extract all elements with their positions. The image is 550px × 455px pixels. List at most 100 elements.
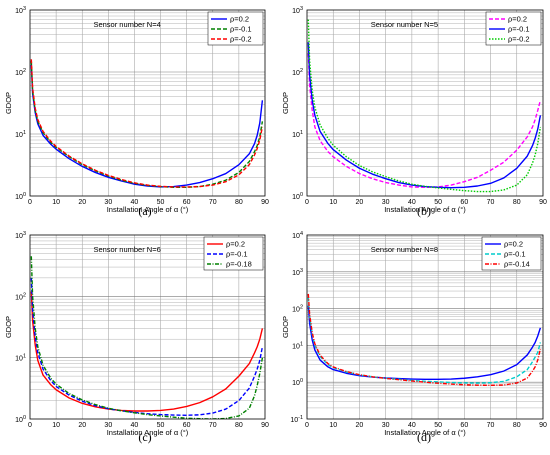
sensor-number-annotation: Sensor number N=5 <box>371 20 438 29</box>
x-tick-label: 70 <box>487 199 495 206</box>
x-tick-label: 60 <box>460 199 468 206</box>
y-tick-label: 102 <box>292 305 303 314</box>
x-tick-label: 80 <box>235 199 243 206</box>
x-tick-label: 10 <box>52 422 60 429</box>
sensor-number-annotation: Sensor number N=4 <box>93 20 160 29</box>
x-tick-label: 30 <box>104 199 112 206</box>
x-axis-label: Installation Angle of α (°) <box>107 205 189 214</box>
x-tick-label: 60 <box>183 422 191 429</box>
legend-label: ρ=0.2 <box>230 15 249 24</box>
x-tick-label: 40 <box>131 422 139 429</box>
series-group <box>30 256 264 419</box>
y-tick-label: 10-1 <box>290 415 303 424</box>
y-tick-label: 103 <box>15 6 26 15</box>
x-tick-label: 40 <box>131 199 139 206</box>
x-tick-label: 0 <box>305 199 309 206</box>
legend-label: ρ=0.2 <box>504 240 523 249</box>
series-line-3 <box>307 19 542 193</box>
legend-label: ρ=-0.1 <box>504 250 526 259</box>
x-tick-label: 60 <box>460 422 468 429</box>
y-tick-label: 101 <box>15 130 26 139</box>
y-tick-label: 101 <box>15 354 26 363</box>
y-tick-label: 100 <box>292 192 303 201</box>
legend-label: ρ=-0.2 <box>508 35 530 44</box>
y-axis-label: GDOP <box>4 92 13 114</box>
y-axis-label: GDOP <box>281 316 290 338</box>
y-tick-label: 102 <box>292 68 303 77</box>
series-group <box>30 59 264 189</box>
legend: ρ=0.2ρ=-0.1ρ=-0.2 <box>207 11 264 46</box>
legend: ρ=0.2ρ=-0.1ρ=-0.2 <box>485 11 542 46</box>
x-tick-label: 30 <box>104 422 112 429</box>
x-tick-label: 90 <box>539 199 547 206</box>
chart-panel-4: 0 10 20 30 40 50 60 70 80 90 10-1 100 101 102 103 104 In… <box>281 231 547 444</box>
x-tick-label: 0 <box>28 199 32 206</box>
series-line-1 <box>30 64 264 188</box>
y-tick-label: 104 <box>292 231 303 240</box>
x-tick-label: 10 <box>329 199 337 206</box>
x-tick-label: 20 <box>356 199 364 206</box>
plot-frame <box>306 9 544 197</box>
legend-label: ρ=-0.1 <box>508 25 530 34</box>
legend-label: ρ=-0.14 <box>504 260 530 269</box>
x-tick-label: 10 <box>52 199 60 206</box>
plot-frame <box>29 9 266 197</box>
series-group <box>307 19 542 193</box>
series-line-2 <box>307 297 542 384</box>
x-tick-label: 70 <box>209 422 217 429</box>
y-tick-label: 100 <box>292 378 303 387</box>
x-axis-label: Installation Angle of α (°) <box>107 428 189 437</box>
sensor-number-annotation: Sensor number N=8 <box>371 245 438 254</box>
x-tick-label: 60 <box>183 199 191 206</box>
x-tick-label: 80 <box>513 199 521 206</box>
series-line-1 <box>307 53 542 189</box>
legend-label: ρ=-0.2 <box>230 35 252 44</box>
x-tick-label: 70 <box>209 199 217 206</box>
x-tick-label: 50 <box>434 422 442 429</box>
plot-frame <box>306 234 544 420</box>
series-line-1 <box>30 291 264 412</box>
x-tick-label: 0 <box>28 422 32 429</box>
x-tick-label: 50 <box>157 199 165 206</box>
legend: ρ=0.2ρ=-0.1ρ=-0.18 <box>203 236 264 271</box>
chart-panel-2: 0 10 20 30 40 50 60 70 80 90 100 101 102 103 Installat… <box>281 6 547 218</box>
y-tick-label: 102 <box>15 68 26 77</box>
subfigure-caption: (b) <box>417 204 431 218</box>
y-tick-label: 101 <box>292 341 303 350</box>
series-line-1 <box>307 305 542 380</box>
series-line-3 <box>30 59 264 188</box>
x-tick-label: 20 <box>78 199 86 206</box>
subfigure-caption: (c) <box>138 430 151 444</box>
subfigure-caption: (d) <box>417 430 431 444</box>
y-axis-label: GDOP <box>281 92 290 114</box>
legend-label: ρ=-0.1 <box>230 25 252 34</box>
x-tick-label: 70 <box>487 422 495 429</box>
x-tick-label: 90 <box>539 422 547 429</box>
x-tick-label: 20 <box>356 422 364 429</box>
x-axis-label: Installation Angle of α (°) <box>384 205 466 214</box>
legend-label: ρ=-0.18 <box>226 260 252 269</box>
x-axis-label: Installation Angle of α (°) <box>384 428 466 437</box>
x-tick-label: 30 <box>382 422 390 429</box>
legend-label: ρ=0.2 <box>508 15 527 24</box>
sensor-number-annotation: Sensor number N=6 <box>93 245 160 254</box>
x-tick-label: 30 <box>382 199 390 206</box>
y-tick-label: 100 <box>15 415 26 424</box>
x-tick-label: 50 <box>157 422 165 429</box>
subfigure-caption: (a) <box>138 204 151 218</box>
chart-panel-1: 0 10 20 30 40 50 60 70 80 90 100 101 102 103 Installat… <box>4 6 269 218</box>
chart-panel-3: 0 10 20 30 40 50 60 70 80 90 100 101 102 103 Installat… <box>4 231 269 444</box>
x-tick-label: 0 <box>305 422 309 429</box>
legend-label: ρ=-0.1 <box>226 250 248 259</box>
x-tick-label: 90 <box>261 199 269 206</box>
x-tick-label: 80 <box>513 422 521 429</box>
series-line-3 <box>30 256 264 419</box>
x-tick-label: 50 <box>434 199 442 206</box>
y-axis-label: GDOP <box>4 316 13 338</box>
x-tick-label: 10 <box>329 422 337 429</box>
x-tick-label: 90 <box>261 422 269 429</box>
y-tick-label: 100 <box>15 192 26 201</box>
y-tick-label: 103 <box>292 268 303 277</box>
x-tick-label: 20 <box>78 422 86 429</box>
x-tick-label: 80 <box>235 422 243 429</box>
